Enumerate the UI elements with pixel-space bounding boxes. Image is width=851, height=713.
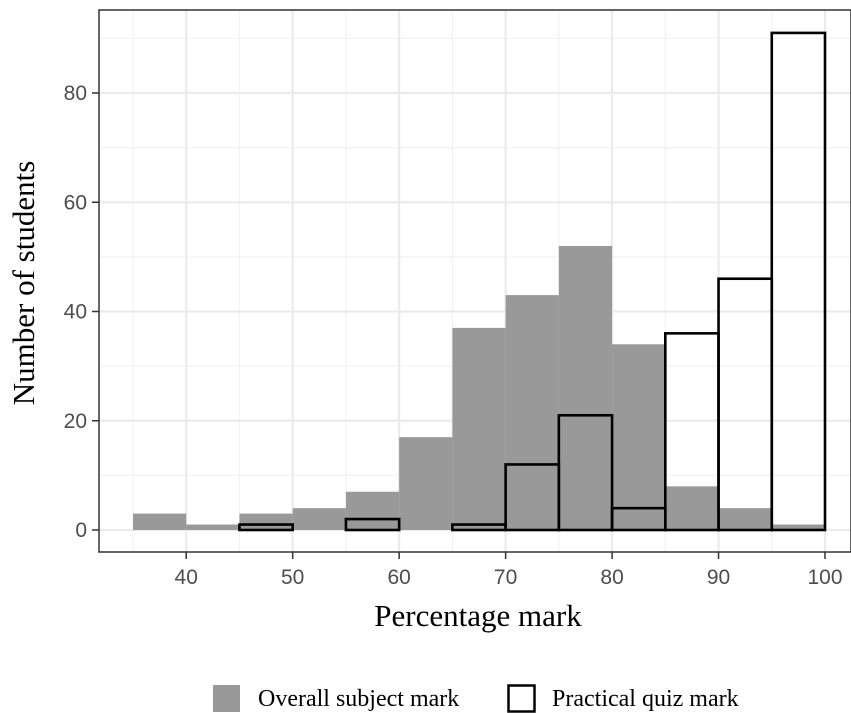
y-tick-label: 60 [64,191,87,214]
legend: Overall subject mark Practical quiz mark [213,684,739,713]
legend-label-overall: Overall subject mark [258,686,459,712]
y-tick-label: 80 [64,82,87,105]
overall-bar [771,524,825,530]
overall-bar [665,486,719,530]
quiz-bar [238,523,294,532]
x-axis-title: Percentage mark [374,598,582,633]
overall-bar [505,295,559,530]
overall-bar [292,508,346,530]
x-tick-label: 70 [494,566,517,589]
overall-bar [399,437,453,530]
overall-bar [133,513,187,530]
overall-bar [612,344,666,530]
overall-bar [345,491,400,530]
y-tick-label: 40 [64,301,87,324]
x-axis: 40 50 60 70 80 90 100 [175,552,843,589]
x-tick-label: 80 [600,566,623,589]
overall-subject-bars [133,245,825,530]
plot-border [98,9,851,553]
overall-bar [558,245,613,530]
y-axis: 0 20 40 60 80 [64,82,99,542]
y-tick-label: 20 [64,410,87,433]
legend-key-quiz [507,684,536,713]
quiz-bar [770,31,827,532]
y-tick-label: 0 [75,519,87,542]
panel-border [98,9,851,553]
practical-quiz-bars [238,31,827,532]
legend-key-overall [213,685,240,712]
overall-bar [452,327,506,530]
x-tick-label: 50 [281,566,304,589]
quiz-bar [557,413,614,532]
legend-label-quiz: Practical quiz mark [552,686,739,712]
y-axis-title: Number of students [6,161,41,406]
x-tick-label: 90 [707,566,730,589]
x-tick-label: 100 [807,566,842,589]
minor-gridlines [99,10,851,552]
overall-bar [239,513,293,530]
overall-bar [718,508,772,530]
x-tick-label: 60 [387,566,410,589]
quiz-bar [344,517,401,532]
x-tick-label: 40 [175,566,198,589]
overall-bar [186,524,240,530]
